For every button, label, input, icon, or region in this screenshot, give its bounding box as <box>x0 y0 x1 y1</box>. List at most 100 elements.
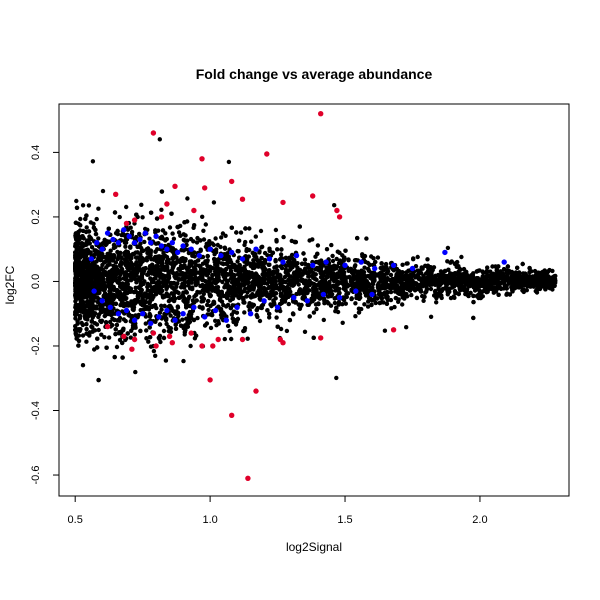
data-point <box>318 286 323 291</box>
data-point <box>78 216 83 222</box>
data-point <box>112 210 118 215</box>
data-point <box>160 228 166 233</box>
data-point <box>425 257 430 262</box>
data-point <box>273 227 279 233</box>
data-point <box>105 263 111 268</box>
data-point <box>449 259 454 264</box>
data-point <box>112 354 117 360</box>
data-point <box>394 266 400 272</box>
data-point <box>502 282 507 288</box>
data-point <box>299 261 305 266</box>
data-point <box>269 281 275 286</box>
data-point <box>505 275 510 280</box>
data-point <box>256 274 261 280</box>
data-point <box>382 276 387 281</box>
data-point <box>349 296 354 301</box>
data-point <box>385 267 390 272</box>
data-point <box>89 308 95 314</box>
data-point <box>353 263 358 268</box>
data-point <box>96 377 101 383</box>
data-point <box>167 329 172 334</box>
data-point <box>221 302 226 308</box>
data-point <box>344 294 349 300</box>
data-point <box>90 159 96 164</box>
data-point <box>545 270 550 275</box>
data-point <box>258 305 264 310</box>
data-point <box>161 328 167 334</box>
data-point <box>103 270 108 275</box>
data-point <box>527 274 532 279</box>
data-point <box>73 316 78 321</box>
data-point <box>521 271 526 276</box>
data-point <box>286 277 291 283</box>
data-point <box>297 287 303 292</box>
data-point <box>397 291 402 296</box>
data-point <box>199 295 205 300</box>
data-point <box>275 324 280 329</box>
data-point <box>484 289 489 295</box>
data-point <box>87 312 93 317</box>
data-point <box>104 298 109 303</box>
data-point <box>133 369 138 375</box>
data-point <box>184 305 189 310</box>
data-point <box>147 269 152 275</box>
data-point <box>471 293 476 299</box>
data-point <box>515 275 520 280</box>
data-point <box>158 339 163 345</box>
data-point <box>464 269 469 275</box>
data-point <box>76 338 82 344</box>
data-point <box>192 250 197 255</box>
data-point <box>114 264 119 270</box>
data-point <box>237 263 242 268</box>
data-point <box>520 288 525 293</box>
data-point <box>375 255 381 260</box>
data-point <box>251 279 257 285</box>
data-point <box>95 336 100 341</box>
data-point <box>481 270 486 275</box>
data-point <box>424 287 429 292</box>
data-point <box>186 274 191 280</box>
data-point <box>269 303 274 309</box>
data-point <box>258 228 264 234</box>
data-point <box>100 241 106 246</box>
data-point <box>113 327 118 332</box>
data-point <box>288 274 294 279</box>
data-point <box>383 261 389 267</box>
data-point <box>225 291 230 296</box>
data-point <box>494 268 499 273</box>
data-point <box>425 275 430 280</box>
data-point <box>73 299 78 304</box>
data-point <box>324 247 330 252</box>
data-point <box>84 225 89 230</box>
data-point <box>221 293 227 299</box>
data-point <box>418 289 424 294</box>
data-point <box>212 256 217 262</box>
x-axis-label: log2Signal <box>286 540 342 554</box>
data-point <box>84 339 89 344</box>
data-point <box>195 279 200 284</box>
data-point <box>547 285 552 291</box>
data-point <box>203 270 209 276</box>
data-point <box>283 270 288 275</box>
data-point <box>211 242 216 248</box>
data-point <box>157 310 163 315</box>
data-point <box>341 282 346 288</box>
data-point <box>415 268 420 273</box>
data-point <box>384 301 390 306</box>
data-point <box>123 244 128 249</box>
data-point <box>445 245 451 251</box>
data-point <box>256 264 261 269</box>
data-point <box>78 296 83 301</box>
data-point <box>107 292 112 297</box>
data-point <box>164 321 169 327</box>
data-point <box>251 285 257 290</box>
data-point <box>89 271 94 276</box>
data-point <box>104 345 109 350</box>
data-point <box>124 204 129 210</box>
data-point <box>334 264 340 269</box>
data-point <box>84 322 89 327</box>
data-point <box>159 303 164 308</box>
data-point <box>400 302 405 307</box>
data-point <box>99 266 104 271</box>
data-point <box>87 241 93 246</box>
